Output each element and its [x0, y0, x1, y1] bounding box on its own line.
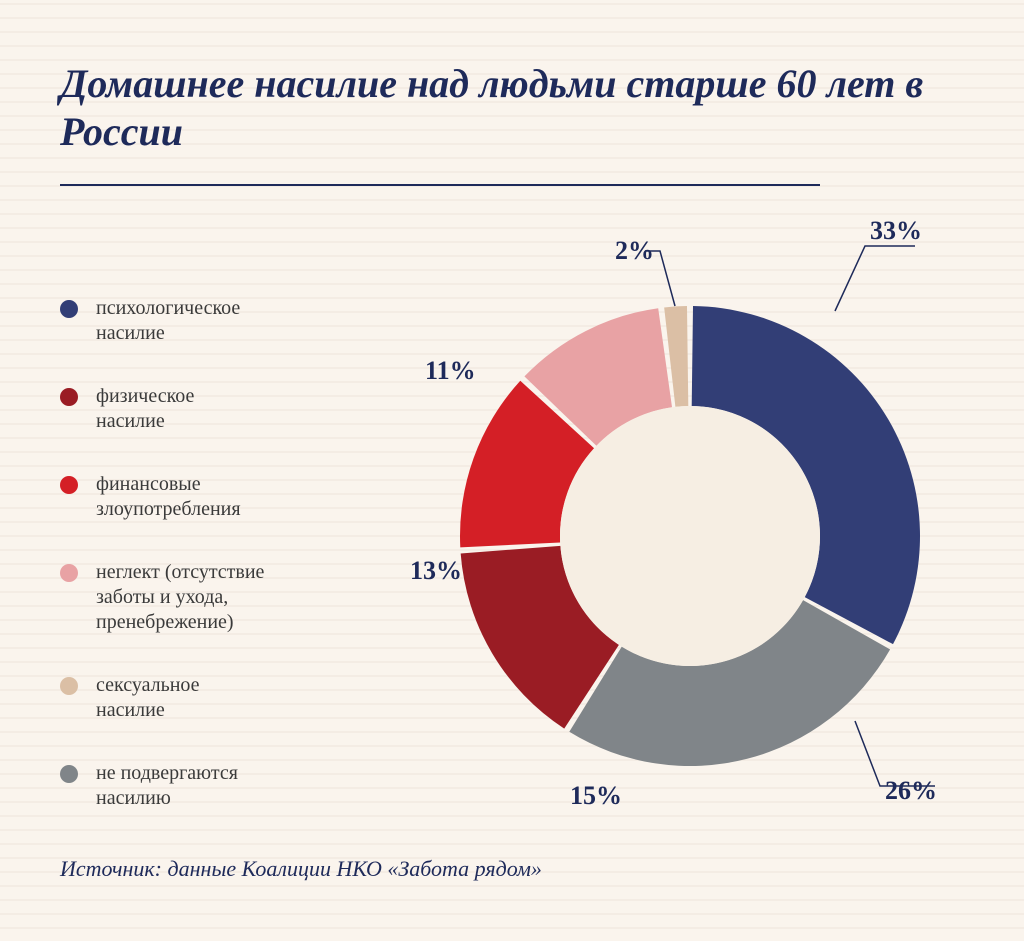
- legend-item-psych: психологическоенасилие: [60, 296, 360, 346]
- leader-psych: [835, 246, 915, 311]
- legend: психологическоенасилие физическоенасилие ф…: [60, 226, 360, 826]
- legend-item-fin: финансовыезлоупотребления: [60, 472, 360, 522]
- donut-hole: [560, 406, 820, 666]
- legend-label: физическоенасилие: [96, 384, 194, 434]
- main-row: психологическоенасилие физическоенасилие ф…: [60, 226, 964, 826]
- legend-item-neglect: неглект (отсутствиезаботы и ухода,пренеб…: [60, 560, 360, 635]
- donut-chart: 33%26%15%13%11%2%: [360, 226, 960, 826]
- page-title: Домашнее насилие над людьми старше 60 ле…: [60, 60, 964, 156]
- pct-label-phys: 15%: [570, 781, 622, 811]
- legend-item-phys: физическоенасилие: [60, 384, 360, 434]
- content: Домашнее насилие над людьми старше 60 ле…: [0, 0, 1024, 922]
- pct-label-none: 26%: [885, 776, 937, 806]
- legend-label: сексуальноенасилие: [96, 673, 200, 723]
- pct-label-sex: 2%: [615, 236, 654, 266]
- legend-swatch: [60, 388, 78, 406]
- legend-item-sex: сексуальноенасилие: [60, 673, 360, 723]
- title-rule: [60, 184, 820, 186]
- legend-swatch: [60, 765, 78, 783]
- pct-label-neglect: 11%: [425, 356, 476, 386]
- legend-label: не подвергаютсянасилию: [96, 761, 238, 811]
- legend-item-none: не подвергаютсянасилию: [60, 761, 360, 811]
- legend-label: финансовыезлоупотребления: [96, 472, 241, 522]
- pct-label-psych: 33%: [870, 216, 922, 246]
- legend-label: психологическоенасилие: [96, 296, 240, 346]
- donut-svg: [360, 226, 960, 856]
- legend-label: неглект (отсутствиезаботы и ухода,пренеб…: [96, 560, 264, 635]
- source-text: Источник: данные Коалиции НКО «Забота ря…: [60, 856, 964, 882]
- legend-swatch: [60, 300, 78, 318]
- legend-swatch: [60, 564, 78, 582]
- pct-label-fin: 13%: [410, 556, 462, 586]
- legend-swatch: [60, 677, 78, 695]
- legend-swatch: [60, 476, 78, 494]
